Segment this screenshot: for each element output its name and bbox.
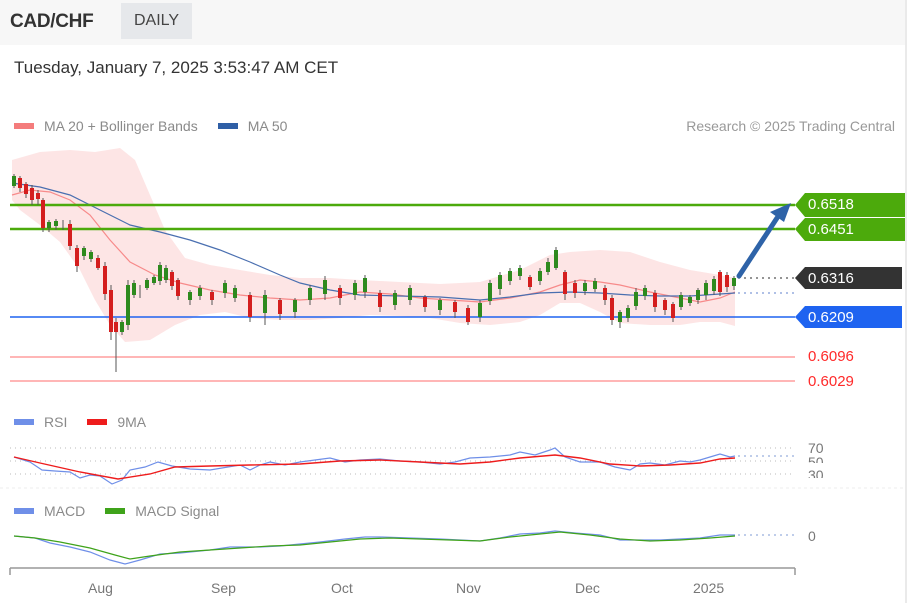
x-tick-oct: Oct (331, 580, 353, 596)
ma50-line (11, 182, 736, 301)
credit-text: Research © 2025 Trading Central (686, 118, 895, 134)
legend-label: MACD (44, 503, 86, 519)
rsi-legend: RSI 9MA (14, 414, 166, 430)
legend-item-9ma: 9MA (87, 414, 146, 430)
main-legend: MA 20 + Bollinger Bands MA 50 (14, 118, 307, 134)
x-axis (9, 567, 796, 575)
rsi-line (13, 447, 736, 485)
forecast-arrow-icon (736, 203, 791, 279)
x-tick-sep: Sep (211, 580, 236, 596)
legend-item-macd-signal: MACD Signal (105, 503, 219, 519)
rsi-tick-50: 50 (808, 454, 824, 463)
macd-line (13, 530, 735, 565)
price-tag-resistance-2 (795, 193, 905, 217)
rsi-swatch-icon (14, 419, 34, 425)
x-tick-dec: Dec (575, 580, 600, 596)
rsi-tick-30: 30 (808, 467, 824, 478)
support-1-value: 0.6096 (808, 348, 854, 365)
legend-item-ma20: MA 20 + Bollinger Bands (14, 118, 198, 134)
legend-label: 9MA (117, 414, 147, 430)
bollinger-band (12, 148, 735, 342)
x-tick-aug: Aug (88, 580, 113, 596)
macd-swatch-icon (14, 508, 34, 514)
ma20-swatch-icon (14, 123, 34, 129)
price-tag-resistance-1 (795, 218, 905, 241)
macd-tick-0: 0 (808, 528, 816, 544)
x-tick-nov: Nov (456, 580, 481, 596)
legend-label: RSI (44, 414, 68, 430)
macd-signal-swatch-icon (105, 508, 126, 514)
rsi-tick-70: 70 (808, 440, 824, 456)
symbol-title: CAD/CHF (10, 11, 94, 32)
pivot-value: 0.6209 (808, 309, 854, 326)
right-border (905, 0, 907, 603)
candlesticks (12, 174, 736, 372)
ma50-swatch-icon (217, 123, 238, 129)
legend-item-ma50: MA 50 (217, 118, 288, 134)
timestamp: Tuesday, January 7, 2025 3:53:47 AM CET (14, 58, 339, 77)
resistance-2-value: 0.6518 (808, 196, 854, 213)
macd-legend: MACD MACD Signal (14, 503, 239, 519)
macd-signal-line (13, 531, 736, 560)
legend-label: MA 20 + Bollinger Bands (44, 118, 198, 134)
last-price-value: 0.6316 (808, 270, 854, 287)
legend-label: MA 50 (247, 118, 288, 134)
macd-panel (13, 530, 795, 565)
legend-item-macd: MACD (14, 503, 85, 519)
support-2-value: 0.6029 (808, 373, 854, 390)
price-tag-last (795, 267, 902, 289)
period-button[interactable]: DAILY (121, 3, 192, 39)
price-tag-pivot (795, 306, 902, 328)
rsi-9ma-line (13, 454, 736, 480)
legend-item-rsi: RSI (14, 414, 67, 430)
x-tick-2025: 2025 (693, 580, 725, 596)
resistance-1-value: 0.6451 (808, 221, 854, 238)
rsi-panel (0, 447, 905, 489)
9ma-swatch-icon (87, 419, 108, 425)
ma20-line (11, 189, 736, 303)
legend-label: MACD Signal (135, 503, 220, 519)
